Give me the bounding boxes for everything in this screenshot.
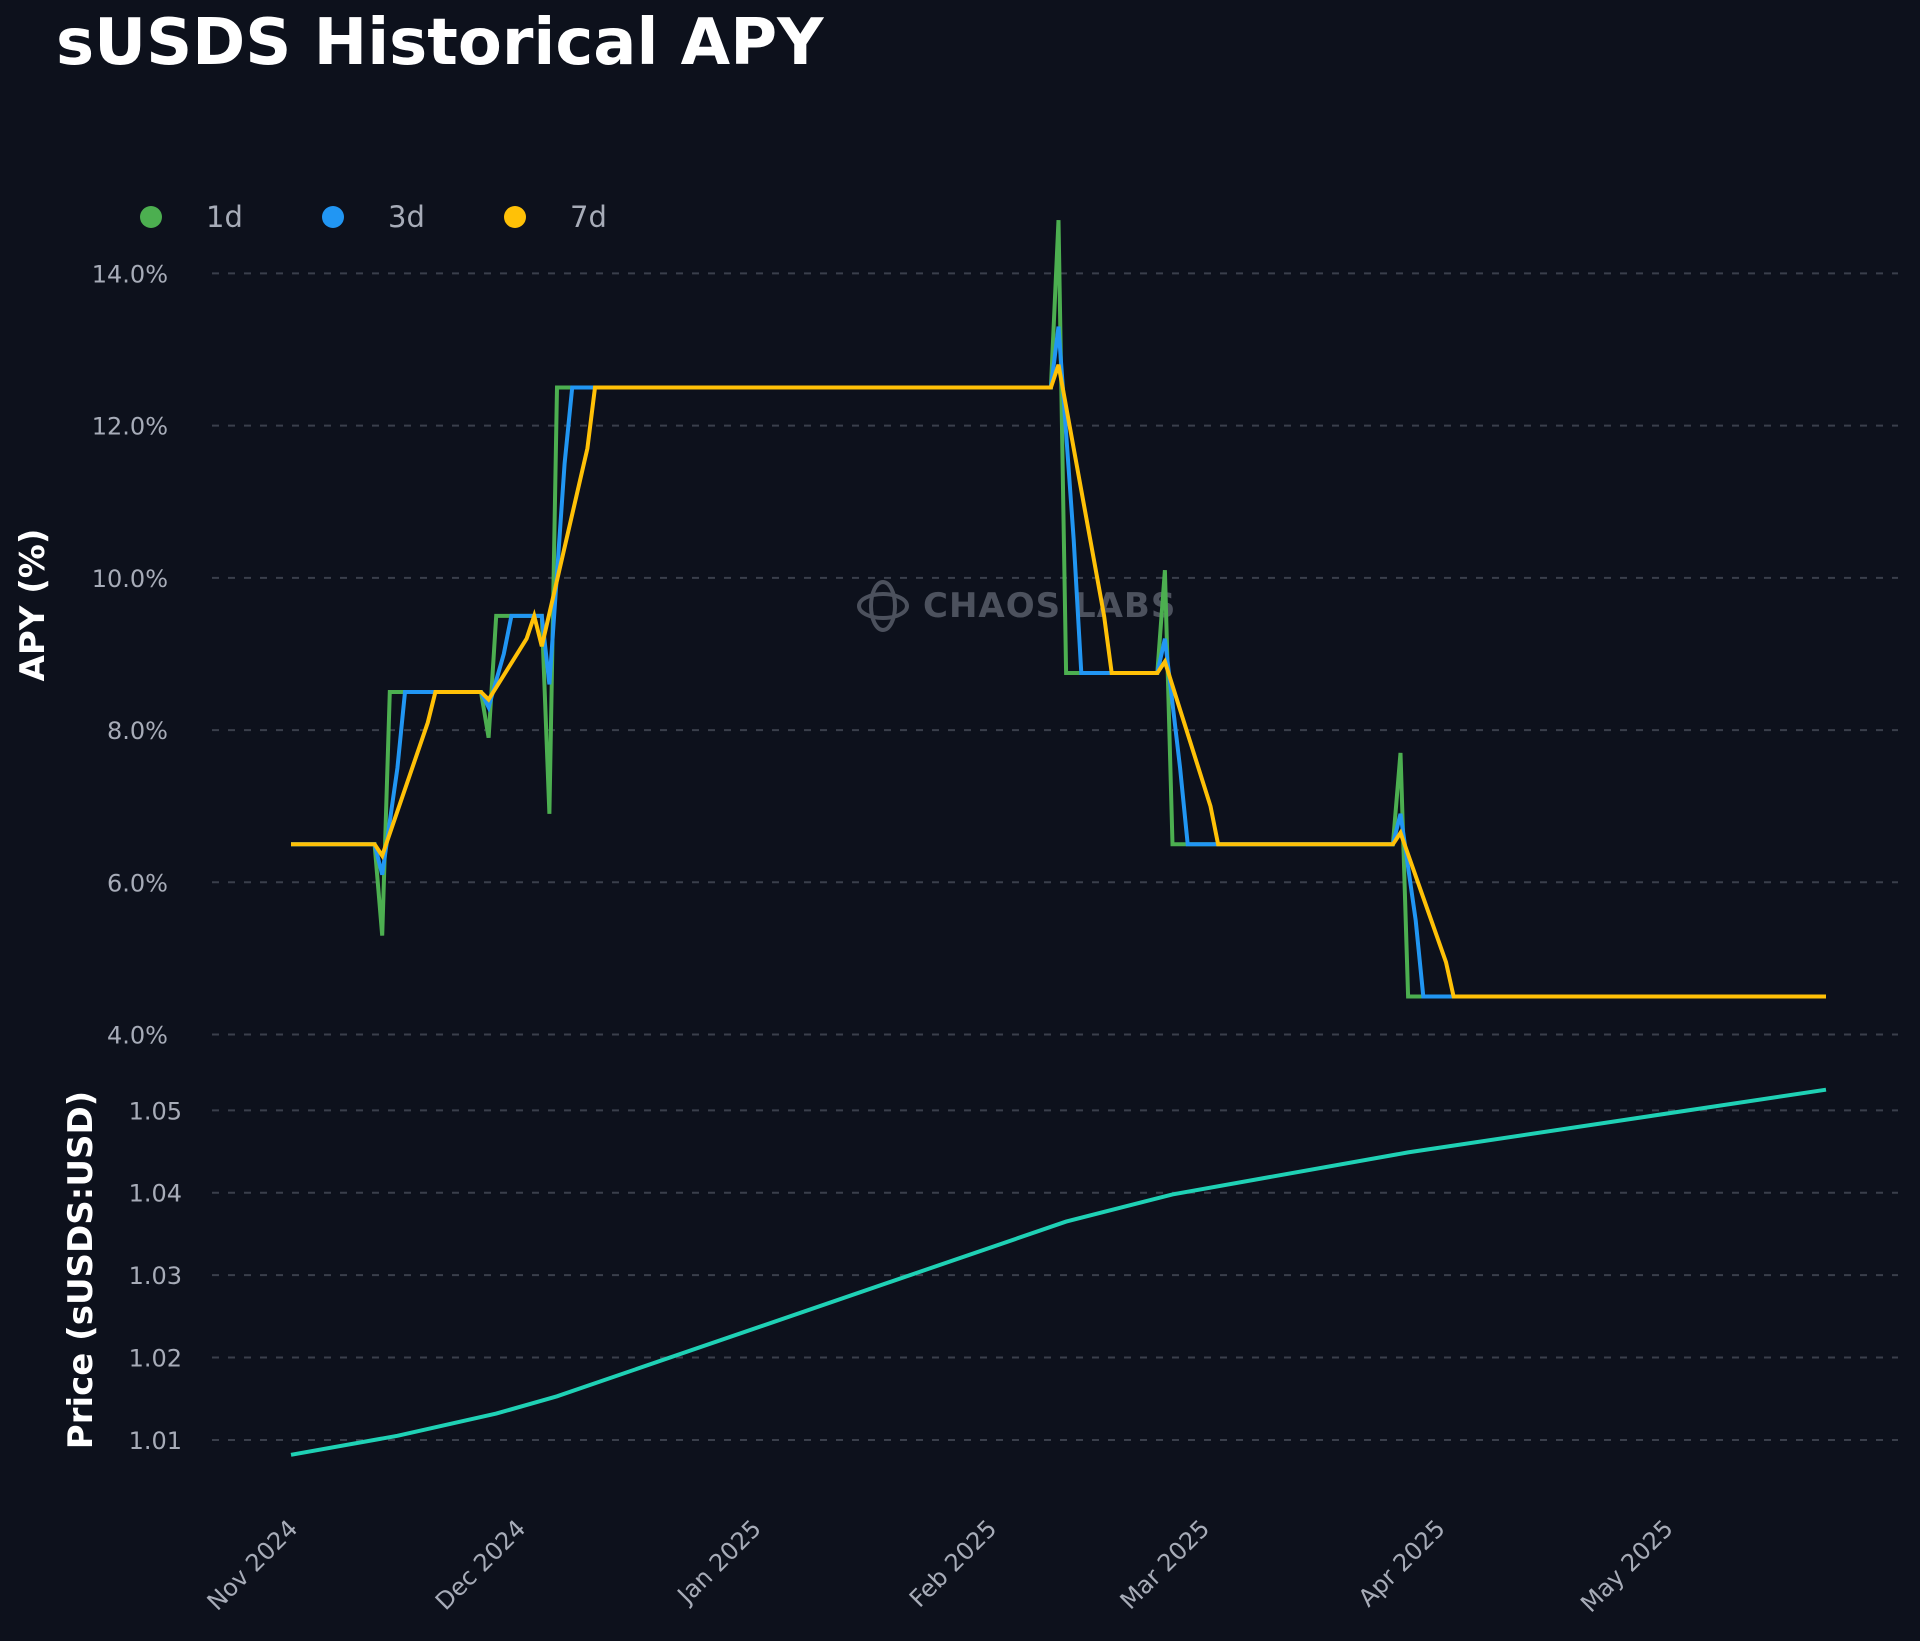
apy-y-tick-label: 6.0% [107,869,168,897]
apy-y-tick-label: 12.0% [92,413,168,441]
apy-y-tick-label: 4.0% [107,1022,168,1050]
price-y-tick-label: 1.05 [129,1097,182,1125]
legend: 1d 3d 7d [140,200,686,234]
legend-label-1d: 1d [206,200,243,234]
price-y-tick-label: 1.02 [129,1345,182,1373]
x-tick-label: Apr 2025 [1353,1514,1451,1612]
legend-label-3d: 3d [388,200,425,234]
price-y-tick-label: 1.04 [129,1180,182,1208]
legend-item-7d[interactable]: 7d [504,200,686,234]
watermark-text: CHAOS LABS [923,586,1177,626]
apy-y-tick-label: 8.0% [107,717,168,745]
price-gridlines [212,1109,1898,1441]
chart-title: sUSDS Historical APY [56,6,824,80]
legend-item-1d[interactable]: 1d [140,200,322,234]
legend-marker-3d [322,206,344,228]
apy-lines [291,220,1826,999]
x-tick-label: May 2025 [1575,1514,1678,1617]
chaos-labs-logo-icon [857,580,909,632]
x-tick-label: Feb 2025 [904,1514,1002,1612]
legend-item-3d[interactable]: 3d [322,200,504,234]
x-tick-label: Dec 2024 [430,1514,531,1615]
apy-y-axis: 4.0% 6.0% 8.0% 10.0% 12.0% 14.0% [92,260,168,1049]
watermark: CHAOS LABS [855,578,1176,634]
apy-y-tick-label: 10.0% [92,565,168,593]
x-tick-label: Mar 2025 [1115,1514,1215,1614]
legend-marker-1d [140,206,162,228]
price-y-axis: 1.01 1.02 1.03 1.04 1.05 [129,1097,182,1455]
legend-marker-7d [504,206,526,228]
legend-label-7d: 7d [570,200,607,234]
apy-y-axis-label: APY (%) [13,529,53,682]
series-line-price [290,1087,1827,1457]
price-y-tick-label: 1.01 [129,1427,182,1455]
series-line-7d [291,364,1826,999]
price-lines [290,1087,1827,1457]
x-axis: Nov 2024 Dec 2024 Jan 2025 Feb 2025 Mar 2025… [202,1514,1679,1617]
x-tick-label: Nov 2024 [202,1514,304,1616]
x-tick-label: Jan 2025 [671,1514,767,1610]
price-y-tick-label: 1.03 [129,1262,182,1290]
price-y-axis-label: Price (sUSDS:USD) [61,1091,101,1449]
apy-y-tick-label: 14.0% [92,260,168,288]
series-line-3d [291,326,1826,999]
apy-gridlines [212,272,1898,1036]
